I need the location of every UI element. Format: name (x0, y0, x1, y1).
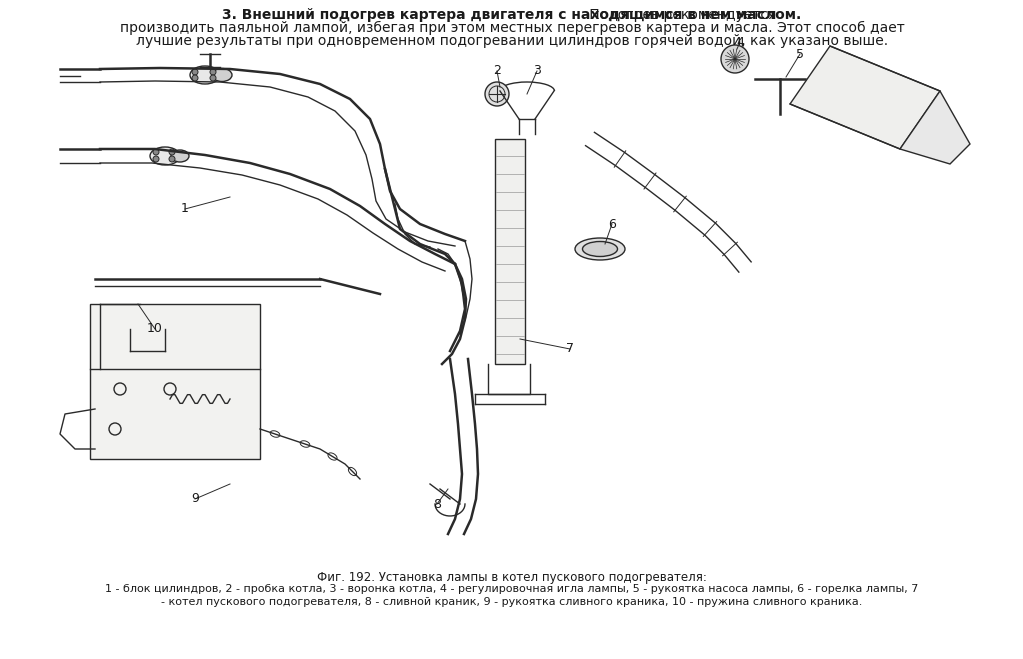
Ellipse shape (190, 66, 220, 84)
Polygon shape (900, 91, 970, 164)
Ellipse shape (212, 69, 232, 82)
Text: 4: 4 (737, 36, 744, 49)
Circle shape (210, 69, 216, 75)
Text: 1: 1 (181, 202, 189, 215)
Circle shape (192, 75, 198, 81)
Circle shape (169, 156, 175, 162)
Circle shape (721, 45, 749, 73)
Circle shape (210, 75, 216, 81)
Ellipse shape (171, 150, 189, 162)
Text: Подогрев рекомендуется: Подогрев рекомендуется (248, 8, 776, 22)
Text: 5: 5 (796, 47, 804, 61)
Text: 9: 9 (191, 492, 198, 505)
Text: 3: 3 (533, 65, 541, 78)
Text: 7: 7 (566, 343, 574, 355)
Bar (90, 304, 260, 459)
Circle shape (192, 69, 198, 75)
Polygon shape (790, 46, 940, 149)
Ellipse shape (150, 147, 180, 165)
Text: 8: 8 (433, 498, 441, 511)
Circle shape (153, 149, 159, 155)
Text: 1 - блок цилиндров, 2 - пробка котла, 3 - воронка котла, 4 - регулировочная игла: 1 - блок цилиндров, 2 - пробка котла, 3 … (105, 584, 919, 594)
Text: 10: 10 (147, 322, 163, 335)
Circle shape (169, 149, 175, 155)
Text: 3. Внешний подогрев картера двигателя с находящимся в нем маслом.: 3. Внешний подогрев картера двигателя с … (222, 8, 802, 22)
Circle shape (485, 82, 509, 106)
Ellipse shape (575, 238, 625, 260)
Text: 6: 6 (608, 217, 616, 231)
Text: - котел пускового подогревателя, 8 - сливной краник, 9 - рукоятка сливного крани: - котел пускового подогревателя, 8 - сли… (162, 597, 862, 607)
Text: лучшие результаты при одновременном подогревании цилиндров горячей водой, как ук: лучшие результаты при одновременном подо… (136, 34, 888, 48)
Text: 2: 2 (493, 65, 501, 78)
Bar (495, 139, 525, 364)
Text: производить паяльной лампой, избегая при этом местных перегревов картера и масла: производить паяльной лампой, избегая при… (120, 21, 904, 35)
Text: Фиг. 192. Установка лампы в котел пускового подогревателя:: Фиг. 192. Установка лампы в котел пусков… (317, 571, 707, 584)
Ellipse shape (582, 241, 618, 256)
Circle shape (153, 156, 159, 162)
